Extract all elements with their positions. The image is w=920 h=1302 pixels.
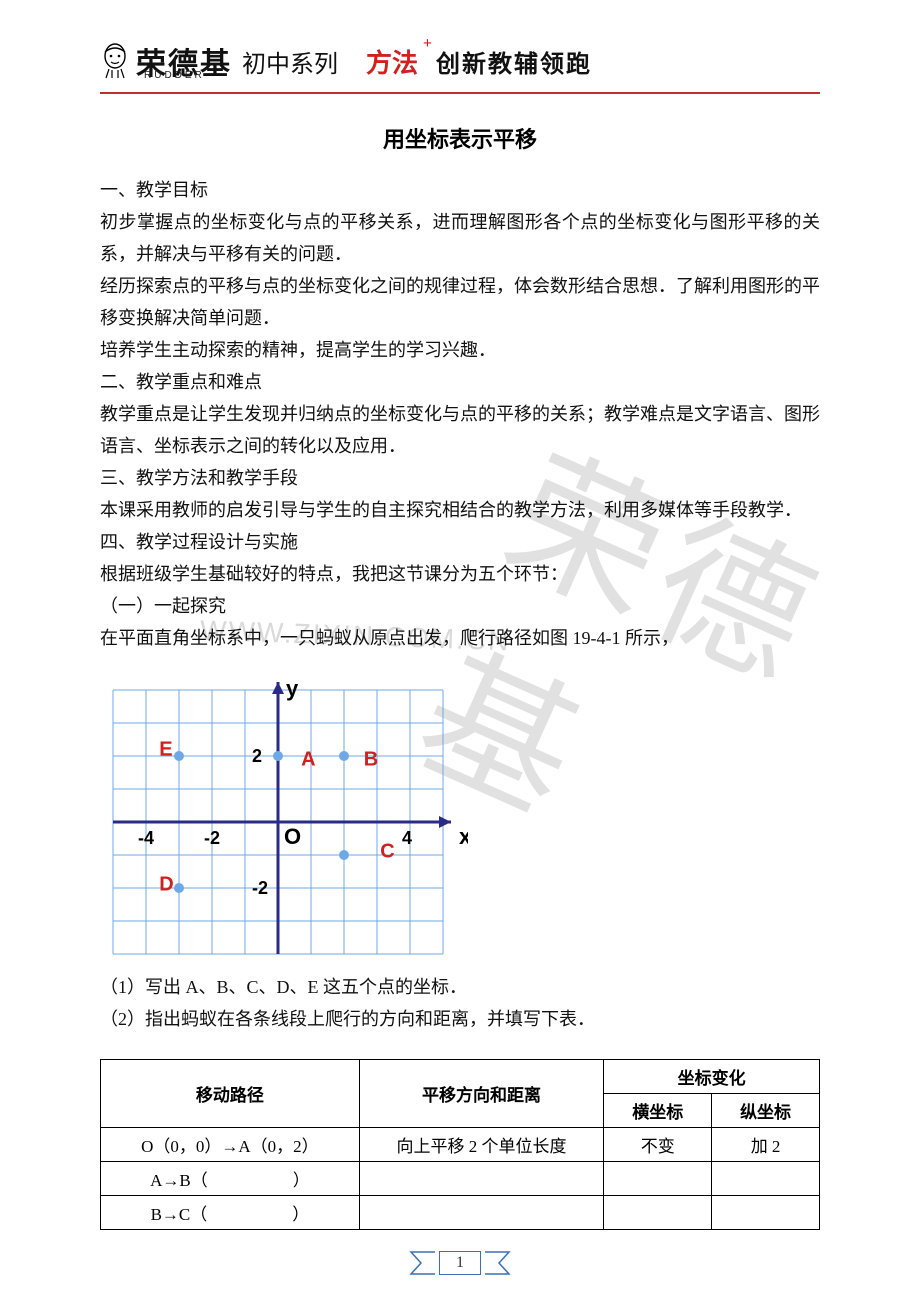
cell-dir: [359, 1196, 603, 1230]
translation-table: 移动路径 平移方向和距离 坐标变化 横坐标 纵坐标 O（0，0）→A（0，2） …: [100, 1059, 820, 1230]
table-row: A→B（ ）: [101, 1162, 820, 1196]
table-row: O（0，0）→A（0，2） 向上平移 2 个单位长度 不变 加 2: [101, 1128, 820, 1162]
header-method: 方法 +: [366, 43, 418, 80]
bracket-left-icon: [401, 1248, 437, 1278]
cell-y: 加 2: [712, 1128, 820, 1162]
question-2: （2）指出蚂蚁在各条线段上爬行的方向和距离，并填写下表．: [100, 1003, 820, 1035]
para-1-1: 初步掌握点的坐标变化与点的平移关系，进而理解图形各个点的坐标变化与图形平移的关系…: [100, 206, 820, 270]
cell-x: 不变: [604, 1128, 712, 1162]
section-3-heading: 三、教学方法和教学手段: [100, 462, 820, 494]
svg-text:B: B: [364, 748, 378, 770]
logo-face-icon: [100, 42, 130, 80]
question-1: （1）写出 A、B、C、D、E 这五个点的坐标．: [100, 971, 820, 1003]
svg-text:C: C: [380, 841, 394, 863]
bracket-right-icon: [483, 1248, 519, 1278]
svg-text:y: y: [286, 676, 299, 701]
section-1-heading: 一、教学目标: [100, 174, 820, 206]
svg-text:D: D: [159, 874, 173, 896]
cell-path: B→C（ ）: [101, 1196, 360, 1230]
cell-y: [712, 1196, 820, 1230]
plus-icon: +: [423, 35, 432, 53]
th-y: 纵坐标: [712, 1094, 820, 1128]
brand-name-en: RUDDER: [144, 70, 205, 81]
svg-text:2: 2: [252, 746, 262, 766]
svg-text:E: E: [159, 738, 172, 760]
page-number-value: 1: [439, 1251, 481, 1275]
header-method-text: 方法: [366, 49, 418, 78]
svg-text:-2: -2: [204, 828, 220, 848]
page-number: 1: [401, 1248, 519, 1278]
svg-text:-2: -2: [252, 878, 268, 898]
document-title: 用坐标表示平移: [100, 122, 820, 154]
svg-text:-4: -4: [138, 828, 154, 848]
coordinate-chart: -4 -2 4 2 -2 Ox y A B C D E: [108, 662, 820, 967]
brand-subtitle: 初中系列: [242, 44, 338, 79]
th-path: 移动路径: [101, 1060, 360, 1128]
para-2: 教学重点是让学生发现并归纳点的坐标变化与点的平移的关系；教学难点是文字语言、图形…: [100, 398, 820, 462]
para-4: 根据班级学生基础较好的特点，我把这节课分为五个环节：: [100, 558, 820, 590]
cell-dir: 向上平移 2 个单位长度: [359, 1128, 603, 1162]
brand-logo: 荣德基 初中系列: [100, 39, 338, 83]
para-3: 本课采用教师的启发引导与学生的自主探究相结合的教学方法，利用多媒体等手段教学．: [100, 494, 820, 526]
section-2-heading: 二、教学重点和难点: [100, 366, 820, 398]
para-1-2: 经历探索点的平移与点的坐标变化之间的规律过程，体会数形结合思想．了解利用图形的平…: [100, 270, 820, 334]
cell-path: A→B（ ）: [101, 1162, 360, 1196]
cell-path: O（0，0）→A（0，2）: [101, 1128, 360, 1162]
cell-x: [604, 1196, 712, 1230]
cell-y: [712, 1162, 820, 1196]
cell-dir: [359, 1162, 603, 1196]
th-direction: 平移方向和距离: [359, 1060, 603, 1128]
th-change: 坐标变化: [604, 1060, 820, 1094]
section-5-heading: （一）一起探究: [100, 590, 820, 622]
svg-text:4: 4: [402, 828, 412, 848]
page-header: 荣德基 初中系列 RUDDER 方法 + 创新教辅领跑: [100, 30, 820, 94]
para-1-3: 培养学生主动探索的精神，提高学生的学习兴趣．: [100, 334, 820, 366]
cell-x: [604, 1162, 712, 1196]
para-5: 在平面直角坐标系中，一只蚂蚁从原点出发，爬行路径如图 19-4-1 所示，: [100, 622, 820, 654]
svg-text:A: A: [301, 748, 315, 770]
section-4-heading: 四、教学过程设计与实施: [100, 526, 820, 558]
th-x: 横坐标: [604, 1094, 712, 1128]
svg-text:x: x: [459, 824, 468, 849]
header-slogan: 创新教辅领跑: [436, 44, 592, 79]
svg-text:O: O: [284, 824, 301, 849]
table-row: B→C（ ）: [101, 1196, 820, 1230]
